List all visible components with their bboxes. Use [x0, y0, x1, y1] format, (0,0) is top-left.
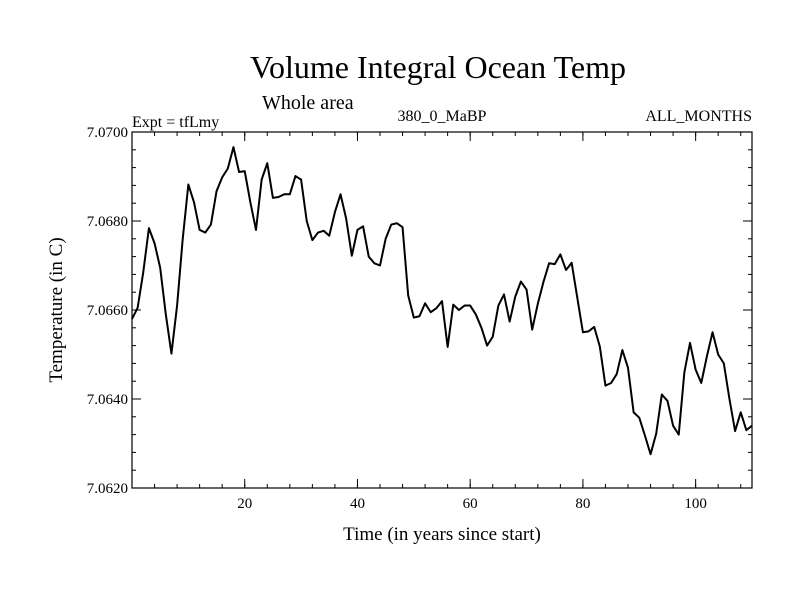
x-tick-label: 60	[463, 496, 478, 512]
right-string: ALL_MONTHS	[645, 108, 752, 125]
x-tick-label: 40	[350, 496, 365, 512]
axis-tick-labels: 20 40 60 80 100 7.0620 7.0640 7.0660 7.0680 7.070…	[87, 125, 707, 512]
y-tick-label: 7.0700	[87, 125, 128, 141]
y-axis-label: Temperature (in C)	[46, 237, 67, 382]
x-tick-label: 20	[237, 496, 252, 512]
left-string: Expt = tfLmy	[132, 114, 219, 131]
y-tick-label: 7.0680	[87, 214, 128, 230]
y-tick-label: 7.0660	[87, 303, 128, 319]
chart-subtitle: Whole area	[262, 92, 354, 114]
plot-frame	[131, 131, 753, 489]
x-tick-label: 80	[575, 496, 590, 512]
y-tick-label: 7.0640	[87, 392, 128, 408]
series-line	[131, 146, 753, 456]
axis-ticks	[132, 131, 752, 489]
y-tick-label: 7.0620	[87, 481, 128, 497]
center-string: 380_0_MaBP	[398, 108, 487, 125]
x-axis-label: Time (in years since start)	[343, 524, 541, 545]
chart-title: Volume Integral Ocean Temp	[250, 49, 626, 85]
x-tick-label: 100	[684, 496, 707, 512]
